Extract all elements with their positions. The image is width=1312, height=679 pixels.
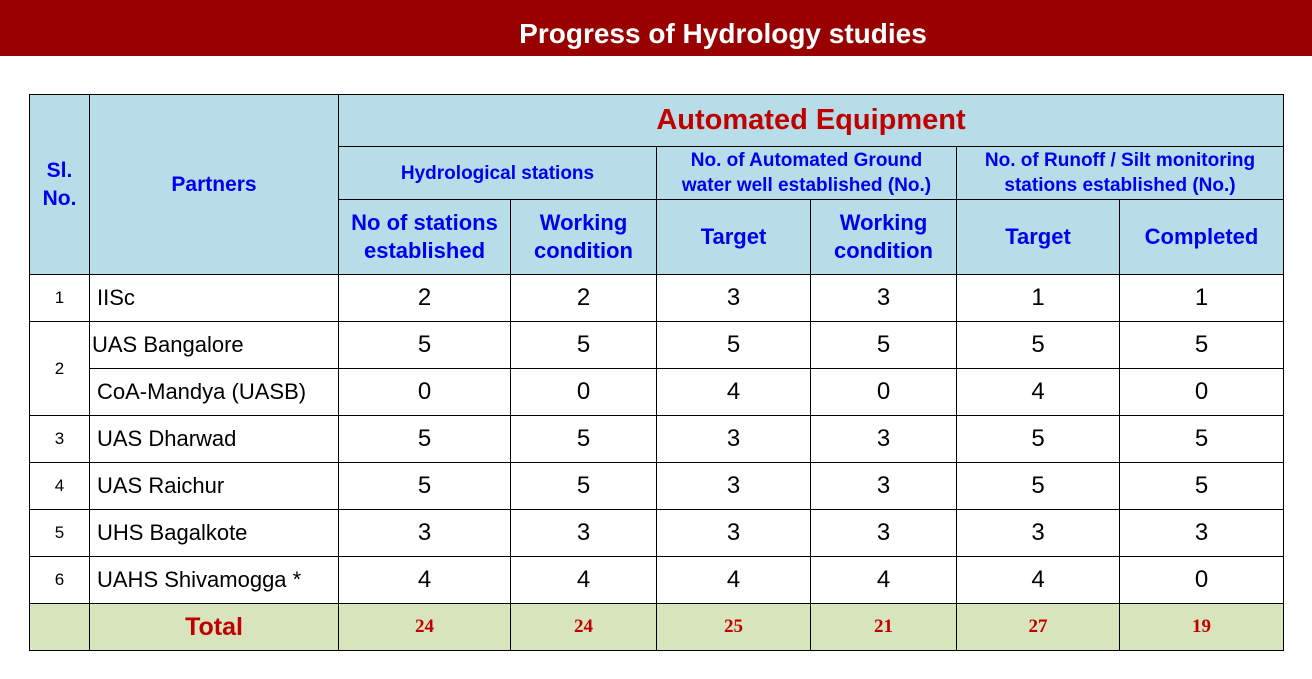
cell-well-working: 4: [810, 556, 957, 604]
cell-well-working: 3: [810, 415, 957, 463]
row-partner: UAHS Shivamogga *: [89, 556, 339, 604]
cell-stations-established: 0: [338, 368, 511, 416]
cell-runoff-target: 4: [956, 556, 1120, 604]
row-partner: UAS Bangalore: [89, 321, 339, 369]
total-hydro-working: 24: [510, 603, 657, 651]
header-well-working-condition-label: Working condition: [834, 210, 933, 263]
cell-runoff-completed: 0: [1118, 368, 1285, 416]
header-automated-equipment: Automated Equipment: [337, 94, 1285, 147]
page-title: Progress of Hydrology studies: [519, 18, 927, 49]
cell-stations-established: 4: [338, 556, 511, 604]
cell-well-working: 3: [810, 509, 957, 557]
row-partner: UAS Dharwad: [89, 415, 339, 463]
row-sl-no: 6: [29, 556, 90, 604]
cell-runoff-target: 5: [956, 462, 1120, 510]
cell-stations-established: 5: [338, 321, 511, 369]
header-partners: Partners: [89, 94, 339, 275]
cell-runoff-target: 4: [956, 368, 1120, 416]
header-hydro-working-condition: Working condition: [510, 199, 657, 275]
table-row: 6 UAHS Shivamogga * 4 4 4 4 4 0: [29, 556, 1285, 604]
header-runoff-completed: Completed: [1118, 199, 1285, 275]
cell-well-target: 3: [656, 415, 811, 463]
header-hydro-working-condition-label: Working condition: [534, 210, 633, 263]
cell-well-target: 3: [656, 462, 811, 510]
table-row: CoA-Mandya (UASB) 0 0 4 0 4 0: [30, 368, 1285, 416]
total-label: Total: [89, 603, 339, 651]
cell-runoff-completed: 5: [1118, 415, 1285, 463]
row-sl-no: 5: [29, 509, 90, 557]
cell-runoff-completed: 0: [1118, 556, 1285, 604]
title-bar: [0, 0, 1312, 56]
cell-hydro-working: 4: [510, 556, 657, 604]
table-row: 3 UAS Dharwad 5 5 3 3 5 5: [29, 415, 1285, 463]
total-row: Total 24 24 25 21 27 19: [29, 603, 1285, 651]
row-partner: UHS Bagalkote: [89, 509, 339, 557]
header-stations-established-label: No of stations established: [351, 210, 498, 263]
cell-hydro-working: 5: [510, 321, 657, 369]
table-row: 2 UAS Bangalore 5 5 5 5 5 5: [29, 321, 1285, 416]
hydrology-progress-table: Sl. No. Partners Automated Equipment Hyd…: [29, 94, 1285, 651]
cell-hydro-working: 5: [510, 462, 657, 510]
row-sl-no: 1: [29, 274, 90, 322]
header-hydrological-stations: Hydrological stations: [338, 146, 657, 200]
cell-well-target: 5: [656, 321, 811, 369]
row-partner: CoA-Mandya (UASB): [89, 368, 339, 416]
cell-runoff-target: 5: [956, 321, 1120, 369]
total-stations-established: 24: [338, 603, 511, 651]
cell-hydro-working: 3: [510, 509, 657, 557]
header-well-working-condition: Working condition: [810, 199, 957, 275]
header-stations-established: No of stations established: [338, 199, 511, 275]
table-row: 1 IISc 2 2 3 3 1 1: [29, 274, 1285, 322]
header-sl-no: Sl. No.: [29, 94, 90, 275]
cell-well-working: 0: [810, 368, 957, 416]
cell-well-target: 4: [656, 556, 811, 604]
cell-well-working: 3: [810, 462, 957, 510]
cell-well-target: 3: [656, 509, 811, 557]
table-row: 4 UAS Raichur 5 5 3 3 5 5: [29, 462, 1285, 510]
table-row: 5 UHS Bagalkote 3 3 3 3 3 3: [29, 509, 1285, 557]
header-runoff-target: Target: [956, 199, 1120, 275]
cell-runoff-completed: 5: [1118, 462, 1285, 510]
cell-runoff-target: 1: [956, 274, 1120, 322]
cell-hydro-working: 2: [510, 274, 657, 322]
cell-stations-established: 5: [338, 462, 511, 510]
header-well-target: Target: [656, 199, 811, 275]
cell-hydro-working: 5: [510, 415, 657, 463]
total-sl-empty: [29, 603, 90, 651]
cell-well-working: 3: [810, 274, 957, 322]
row-sl-no: 4: [29, 462, 90, 510]
total-well-working: 21: [810, 603, 957, 651]
cell-runoff-target: 3: [956, 509, 1120, 557]
row-sl-no: 2: [29, 321, 90, 416]
cell-runoff-completed: 5: [1118, 321, 1285, 369]
header-ground-water-wells-label: No. of Automated Ground water well estab…: [681, 150, 932, 196]
header-ground-water-wells: No. of Automated Ground water well estab…: [656, 146, 957, 200]
header-runoff-silt-stations: No. of Runoff / Silt monitoring stations…: [955, 146, 1285, 200]
cell-runoff-completed: 3: [1118, 509, 1285, 557]
cell-well-target: 3: [656, 274, 811, 322]
row-partner: IISc: [89, 274, 339, 322]
cell-stations-established: 2: [338, 274, 511, 322]
row-partner: UAS Raichur: [89, 462, 339, 510]
cell-runoff-completed: 1: [1118, 274, 1285, 322]
header-sl-no-label: Sl. No.: [42, 158, 77, 210]
cell-well-working: 5: [810, 321, 957, 369]
cell-hydro-working: 0: [510, 368, 657, 416]
row-sl-no: 3: [29, 415, 90, 463]
total-runoff-target: 27: [956, 603, 1120, 651]
total-runoff-completed: 19: [1118, 603, 1285, 651]
cell-well-target: 4: [656, 368, 811, 416]
header-runoff-silt-stations-label: No. of Runoff / Silt monitoring stations…: [984, 150, 1256, 196]
cell-stations-established: 5: [338, 415, 511, 463]
cell-stations-established: 3: [338, 509, 511, 557]
cell-runoff-target: 5: [956, 415, 1120, 463]
total-well-target: 25: [656, 603, 811, 651]
